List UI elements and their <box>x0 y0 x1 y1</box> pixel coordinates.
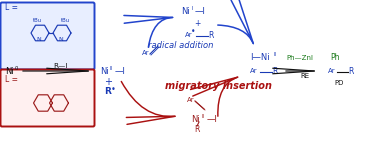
Text: Ni: Ni <box>181 7 190 16</box>
Text: R: R <box>194 126 199 135</box>
Text: •: • <box>111 84 116 93</box>
Text: L =: L = <box>5 4 18 13</box>
Text: PD: PD <box>334 80 343 86</box>
Text: N: N <box>37 37 41 42</box>
Text: +: + <box>104 77 112 87</box>
Text: 0: 0 <box>15 66 19 71</box>
Text: +: + <box>194 20 200 29</box>
Text: R: R <box>348 66 353 75</box>
Text: I—Ni: I—Ni <box>250 53 270 62</box>
Text: Ar: Ar <box>142 50 150 56</box>
Text: Ar: Ar <box>328 68 336 74</box>
Text: Ni: Ni <box>100 66 109 75</box>
Text: RE: RE <box>301 73 310 79</box>
Text: —I: —I <box>115 66 126 75</box>
FancyBboxPatch shape <box>0 2 94 69</box>
Text: Ar: Ar <box>187 97 195 103</box>
Text: I: I <box>191 7 192 11</box>
Text: tBu: tBu <box>60 18 70 22</box>
Text: II: II <box>110 66 113 71</box>
Text: L =: L = <box>5 75 18 84</box>
Text: R: R <box>208 31 213 40</box>
Text: •: • <box>191 27 195 36</box>
Text: R: R <box>272 66 277 75</box>
Text: tBu: tBu <box>33 18 42 22</box>
Text: migratory insertion: migratory insertion <box>165 81 272 91</box>
Text: Ni: Ni <box>191 115 200 124</box>
Text: —I: —I <box>207 115 218 124</box>
Text: Ar: Ar <box>250 68 258 74</box>
Text: Ni: Ni <box>5 66 14 75</box>
Text: radical addition: radical addition <box>148 40 213 49</box>
Text: Ar: Ar <box>185 32 193 38</box>
Text: —I: —I <box>195 7 206 16</box>
Text: R—I: R—I <box>53 63 67 69</box>
Text: Ph: Ph <box>330 53 339 62</box>
Text: II: II <box>274 53 277 58</box>
Text: II: II <box>201 113 204 119</box>
Text: R: R <box>104 88 111 97</box>
Text: N: N <box>59 37 64 42</box>
Text: Ph—ZnI: Ph—ZnI <box>286 55 313 61</box>
FancyBboxPatch shape <box>0 69 94 126</box>
